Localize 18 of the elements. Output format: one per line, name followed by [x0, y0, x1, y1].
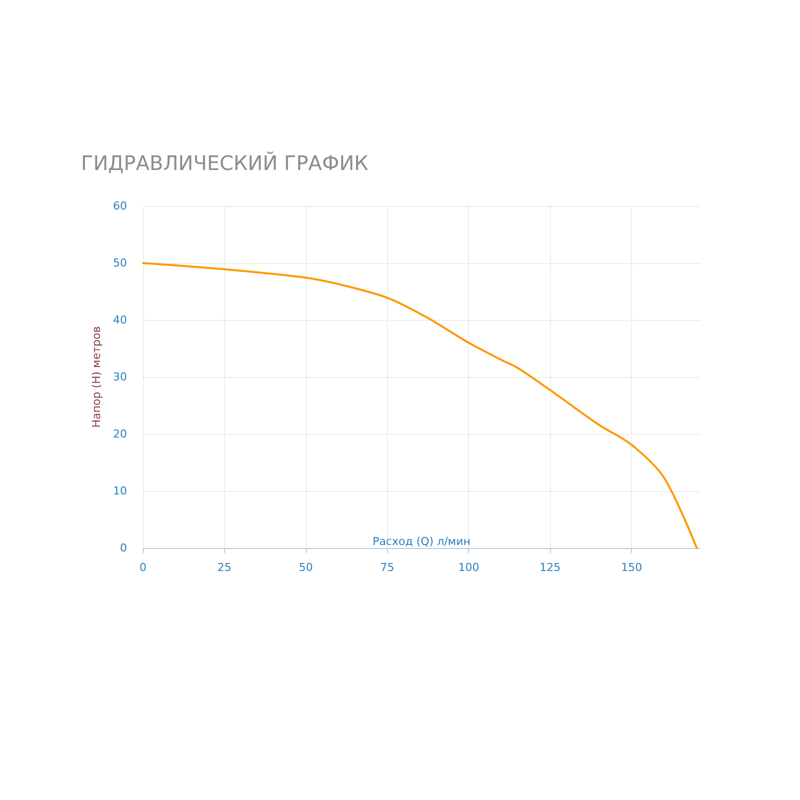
x-tick-label: 75	[380, 561, 394, 574]
chart-title: ГИДРАВЛИЧЕСКИЙ ГРАФИК	[81, 151, 368, 175]
x-tick-label: 25	[217, 561, 232, 574]
y-tick-label: 50	[113, 256, 127, 270]
y-tick-label: 0	[120, 542, 127, 554]
line-series	[142, 262, 698, 549]
y-tick-label: 40	[113, 314, 127, 326]
x-tick-label: 125	[540, 561, 561, 574]
x-tick-label: 0	[140, 561, 146, 574]
x-tick-label: 100	[458, 561, 480, 574]
x-tick-label: 150	[621, 561, 642, 574]
y-tick-label: 10	[113, 484, 127, 498]
x-tick-label: 50	[298, 561, 313, 574]
y-tick-label: 20	[113, 428, 127, 440]
y-axis-title: Напор (Н) метров	[90, 326, 104, 428]
x-axis-title: Расход (Q) л/мин	[372, 535, 470, 548]
y-tick-label: 60	[113, 200, 127, 212]
y-tick-label: 30	[113, 370, 127, 384]
